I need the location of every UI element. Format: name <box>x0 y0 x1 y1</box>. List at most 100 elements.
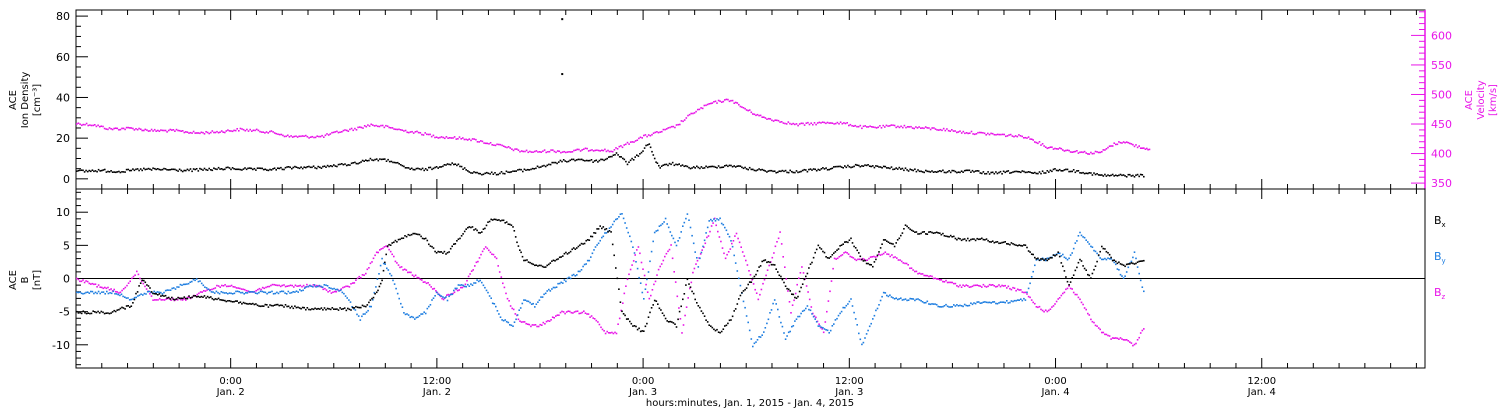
data-point <box>105 128 107 130</box>
bottom-y-tick-label: 0 <box>63 273 70 286</box>
data-point <box>579 244 581 246</box>
x-tick-date: Jan. 3 <box>628 387 657 398</box>
data-point <box>690 112 692 115</box>
data-point <box>1030 276 1033 278</box>
data-point <box>316 135 318 137</box>
data-point <box>1009 243 1011 246</box>
data-point <box>107 128 109 131</box>
data-point <box>543 266 545 268</box>
data-point <box>482 228 485 230</box>
data-point <box>744 166 746 169</box>
data-point <box>1082 303 1084 306</box>
data-point <box>1141 147 1144 149</box>
data-point <box>1009 133 1012 136</box>
data-point <box>783 332 785 334</box>
data-point <box>380 248 383 250</box>
data-point <box>549 163 552 166</box>
data-point <box>210 291 213 293</box>
data-point <box>233 168 235 170</box>
data-point <box>666 320 668 322</box>
data-point <box>177 129 179 132</box>
data-point <box>122 288 125 290</box>
data-point <box>905 262 908 265</box>
data-point <box>553 150 556 153</box>
data-point <box>590 315 593 317</box>
data-point <box>118 170 120 173</box>
data-point <box>867 164 869 166</box>
data-point <box>104 286 106 289</box>
data-point <box>540 264 542 267</box>
data-point <box>634 140 637 142</box>
data-point <box>1118 338 1120 340</box>
data-point <box>529 150 531 153</box>
data-point <box>276 284 279 287</box>
data-point <box>428 243 430 246</box>
data-point <box>895 126 897 129</box>
data-point <box>711 220 714 222</box>
data-point <box>1122 174 1125 176</box>
data-point <box>353 307 356 309</box>
data-point <box>202 284 205 287</box>
data-point <box>987 239 989 242</box>
data-point <box>532 151 534 153</box>
data-point <box>121 289 123 292</box>
data-point <box>1020 298 1022 300</box>
data-point <box>1085 239 1087 241</box>
data-point <box>410 271 412 274</box>
data-point <box>801 283 804 285</box>
data-point <box>253 167 256 170</box>
data-point <box>706 321 709 323</box>
data-point <box>1069 287 1072 290</box>
data-point <box>684 314 686 317</box>
data-point <box>470 226 472 229</box>
data-point <box>160 291 162 294</box>
data-point <box>1148 148 1151 151</box>
data-point <box>720 222 723 225</box>
data-point <box>1132 344 1134 347</box>
data-point <box>381 257 383 260</box>
data-point <box>890 296 893 298</box>
top-y-label-line2: Ion Density <box>20 72 31 129</box>
data-point <box>641 291 644 294</box>
data-point <box>146 290 149 293</box>
data-point <box>1065 168 1067 171</box>
data-point <box>478 141 480 143</box>
data-point <box>388 243 390 246</box>
data-point <box>688 166 690 169</box>
data-point <box>595 159 598 162</box>
data-point <box>368 125 371 127</box>
data-point <box>357 315 360 317</box>
data-point <box>829 168 832 170</box>
data-point <box>87 124 89 127</box>
data-point <box>318 135 320 138</box>
data-point <box>652 132 655 134</box>
data-point <box>124 308 126 310</box>
data-point <box>437 250 439 253</box>
data-point <box>371 297 373 300</box>
data-point <box>831 167 834 170</box>
data-point <box>287 134 289 137</box>
data-point <box>130 298 133 301</box>
data-point <box>792 293 795 296</box>
data-point <box>83 292 86 295</box>
data-point <box>475 261 478 264</box>
data-point <box>946 281 949 284</box>
data-point <box>571 158 573 161</box>
data-point <box>773 264 776 266</box>
data-point <box>1054 147 1056 150</box>
data-point <box>748 329 751 332</box>
data-point <box>177 170 179 172</box>
data-point <box>649 134 652 137</box>
data-point <box>169 128 172 131</box>
data-point <box>180 169 182 172</box>
data-point <box>432 247 435 249</box>
data-point <box>734 262 737 264</box>
data-point <box>99 292 101 295</box>
data-point <box>476 229 478 232</box>
data-point <box>937 305 939 308</box>
data-point <box>435 252 438 254</box>
data-point <box>784 122 786 125</box>
data-point <box>1080 260 1083 262</box>
data-point <box>836 249 838 251</box>
data-point <box>289 307 291 309</box>
